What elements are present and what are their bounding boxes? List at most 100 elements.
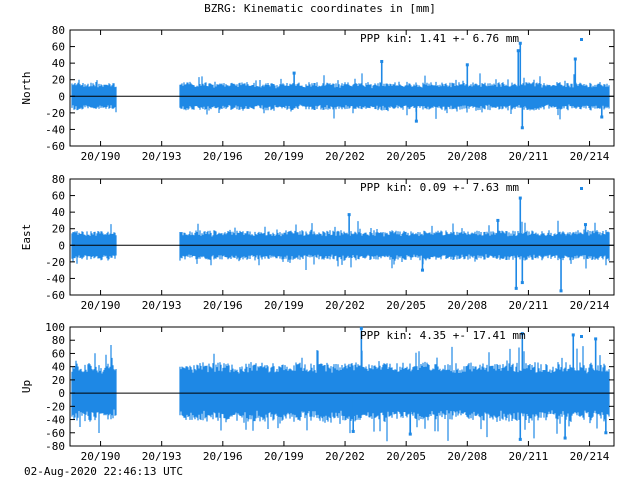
x-tick-label: 20/196 [203,150,243,163]
panel-north: -60 -40 -20 0 20 40 60 80 20/190 20/193 20/196 20/1… [20,24,615,163]
y-tick-label: 20 [52,374,65,387]
x-tick-label: 20/211 [509,299,549,312]
stats-annotation: PPP kin: 4.35 +- 17.41 mm [360,329,526,342]
y-tick-label: -20 [45,400,65,413]
data-segment-1 [71,224,117,264]
data-point-outlier [292,71,296,75]
y-tick-label: 60 [52,41,65,54]
y-axis-label: East [20,224,33,251]
y-tick-label: 100 [45,321,65,334]
data-point-outlier [604,431,608,435]
x-tick-label: 20/193 [142,150,182,163]
data-point-outlier [518,196,522,200]
x-tick-label: 20/190 [81,450,121,463]
x-tick-label: 20/211 [509,450,549,463]
x-tick-label: 20/202 [325,299,365,312]
legend-marker [580,187,583,190]
x-tick-label: 20/193 [142,299,182,312]
plot-frame [69,178,615,296]
data-point-outlier [347,213,351,217]
data-point-outlier [571,333,575,337]
stats-annotation: PPP kin: 1.41 +- 6.76 mm [360,32,519,45]
figure-title: BZRG: Kinematic coordinates in [mm] [204,2,436,15]
y-tick-label: 60 [52,347,65,360]
data-point-outlier [518,41,522,45]
x-tick-label: 20/214 [570,450,610,463]
y-tick-label: -40 [45,414,65,427]
data-point-outlier [465,63,469,67]
y-tick-label: -20 [45,107,65,120]
data-point-outlier [351,429,355,433]
x-tick-label: 20/208 [447,299,487,312]
x-tick-label: 20/199 [264,150,304,163]
x-tick-label: 20/208 [447,450,487,463]
y-tick-label: -60 [45,427,65,440]
y-tick-label: -80 [45,440,65,453]
y-axis-label: Up [20,380,33,393]
x-tick-label: 20/208 [447,150,487,163]
y-tick-label: 80 [52,173,65,186]
x-tick-label: 20/193 [142,450,182,463]
y-axis-label: North [20,71,33,104]
timestamp-label: 02-Aug-2020 22:46:13 UTC [24,465,183,478]
y-tick-label: -20 [45,256,65,269]
data-point-outlier [559,289,563,293]
data-segment-1 [71,345,117,433]
x-tick-label: 20/202 [325,450,365,463]
data-point-outlier [516,49,520,53]
y-tick-label: -40 [45,272,65,285]
y-tick-label: -40 [45,123,65,136]
x-tick-label: 20/190 [81,299,121,312]
data-point-outlier [563,436,567,440]
x-tick-label: 20/205 [386,450,426,463]
y-tick-label: 20 [52,223,65,236]
data-point-outlier [573,57,577,61]
data-segment-2 [179,346,610,442]
data-point-outlier [359,326,363,330]
x-tick-label: 20/214 [570,299,610,312]
x-tick-label: 20/202 [325,150,365,163]
plot-frame [69,326,615,447]
x-tick-label: 20/196 [203,450,243,463]
x-tick-label: 20/205 [386,150,426,163]
data-point-outlier [520,126,524,130]
data-series [71,196,610,293]
y-tick-label: 60 [52,190,65,203]
y-tick-label: 0 [58,90,65,103]
data-point-outlier [518,437,522,441]
y-tick-label: 80 [52,24,65,37]
data-point-outlier [420,268,424,272]
data-point-outlier [520,332,524,336]
data-point-outlier [514,286,518,290]
y-tick-label: 40 [52,361,65,374]
y-tick-label: -60 [45,289,65,302]
data-series [71,326,610,442]
data-point-outlier [600,115,604,119]
y-tick-label: 40 [52,206,65,219]
y-tick-label: 0 [58,387,65,400]
data-point-outlier [520,281,524,285]
data-point-outlier [408,432,412,436]
data-series [71,41,610,130]
panel-east: -60 -40 -20 0 20 40 60 80 20/190 20/193 20/196 20/1… [20,173,615,312]
plot-frame [69,29,615,147]
stats-annotation: PPP kin: 0.09 +- 7.63 mm [360,181,519,194]
x-tick-label: 20/196 [203,299,243,312]
data-point-outlier [594,337,598,341]
x-tick-label: 20/211 [509,150,549,163]
x-tick-label: 20/205 [386,299,426,312]
data-point-outlier [496,218,500,222]
x-tick-label: 20/190 [81,150,121,163]
y-tick-label: 20 [52,74,65,87]
legend-marker [580,38,583,41]
y-tick-label: 40 [52,57,65,70]
y-tick-label: 80 [52,334,65,347]
y-tick-label: -60 [45,140,65,153]
data-point-outlier [380,59,384,63]
x-tick-label: 20/199 [264,450,304,463]
x-tick-label: 20/214 [570,150,610,163]
x-tick-label: 20/199 [264,299,304,312]
y-tick-label: 0 [58,239,65,252]
